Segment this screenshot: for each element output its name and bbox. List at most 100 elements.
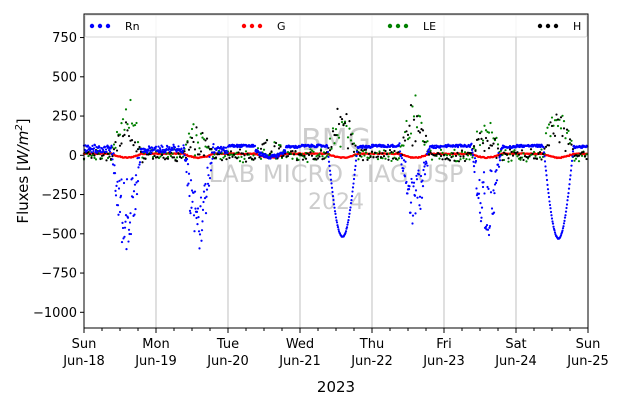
point-H [277, 147, 281, 150]
point-Rn [92, 147, 96, 150]
point-Rn [328, 164, 331, 167]
point-Rn [416, 196, 419, 199]
point-LE [471, 156, 474, 159]
point-H [304, 157, 308, 160]
point-H [201, 131, 204, 135]
legend-label-H: H [573, 20, 581, 33]
point-H [210, 147, 213, 151]
point-Rn [147, 149, 150, 152]
point-Rn [195, 210, 199, 213]
point-H [378, 152, 381, 155]
point-Rn [547, 195, 551, 199]
point-H [138, 145, 141, 149]
point-LE [561, 114, 564, 117]
point-Rn [259, 151, 263, 154]
point-H [106, 152, 110, 155]
point-H [199, 150, 203, 153]
point-Rn [425, 152, 429, 155]
point-Rn [542, 151, 546, 154]
point-LE [573, 159, 576, 162]
point-Rn [128, 221, 132, 224]
point-H [328, 149, 332, 152]
point-LE [240, 155, 243, 159]
point-Rn [196, 222, 199, 226]
point-LE [546, 126, 549, 129]
point-Rn [328, 169, 332, 172]
point-Rn [549, 210, 553, 214]
point-LE [577, 160, 581, 163]
point-Rn [173, 146, 177, 149]
point-Rn [192, 191, 195, 194]
point-H [264, 141, 267, 144]
point-H [507, 157, 510, 160]
point-H [421, 129, 425, 132]
point-LE [585, 153, 588, 156]
point-Rn [497, 165, 501, 168]
point-Rn [542, 145, 545, 149]
point-LE [202, 138, 206, 141]
point-Rn [333, 210, 337, 213]
point-LE [364, 151, 368, 154]
point-Rn [422, 168, 425, 172]
point-Rn [561, 227, 565, 230]
point-Rn [486, 185, 489, 189]
point-H [322, 157, 326, 160]
point-LE [388, 152, 392, 155]
legend-marker-LE [387, 23, 393, 29]
point-H [288, 152, 291, 156]
point-H [214, 156, 218, 159]
point-Rn [485, 224, 489, 227]
point-H [358, 154, 362, 157]
point-Rn [235, 143, 239, 146]
point-Rn [548, 200, 551, 203]
point-H [391, 157, 395, 160]
point-LE [570, 139, 573, 142]
point-Rn [568, 178, 572, 181]
point-Rn [352, 177, 356, 181]
point-Rn [470, 142, 473, 145]
point-LE [159, 155, 162, 158]
point-H [141, 161, 144, 164]
point-H [90, 156, 93, 159]
point-Rn [120, 240, 124, 244]
point-H [423, 140, 426, 144]
point-H [330, 145, 333, 149]
point-Rn [345, 226, 349, 229]
x-tick-label-date: Jun-23 [422, 354, 465, 369]
point-H [508, 148, 512, 151]
point-LE [468, 158, 471, 161]
point-H [291, 150, 294, 153]
point-H [352, 150, 356, 154]
point-H [495, 156, 498, 159]
point-Rn [417, 169, 420, 172]
point-LE [487, 131, 491, 134]
x-tick-label-day: Sun [576, 337, 601, 352]
point-H [220, 159, 224, 162]
point-Rn [202, 200, 205, 204]
point-H [585, 157, 588, 161]
point-H [382, 155, 386, 158]
point-H [441, 158, 444, 161]
point-Rn [419, 207, 422, 210]
point-H [439, 154, 443, 158]
point-Rn [415, 178, 419, 181]
point-H [418, 131, 422, 134]
data-points [82, 94, 589, 251]
point-H [562, 127, 566, 130]
point-LE [334, 128, 338, 131]
point-Rn [92, 149, 95, 153]
point-LE [430, 158, 434, 161]
point-LE [547, 123, 551, 126]
point-Rn [475, 187, 478, 190]
point-H [385, 153, 389, 156]
point-H [172, 156, 176, 159]
point-LE [187, 132, 191, 135]
point-Rn [182, 144, 185, 147]
point-H [415, 115, 419, 118]
point-H [402, 136, 405, 139]
point-H [424, 134, 428, 137]
x-tick-label-day: Tue [216, 337, 239, 352]
point-Rn [104, 148, 108, 151]
point-Rn [493, 192, 496, 195]
point-Rn [98, 146, 101, 149]
